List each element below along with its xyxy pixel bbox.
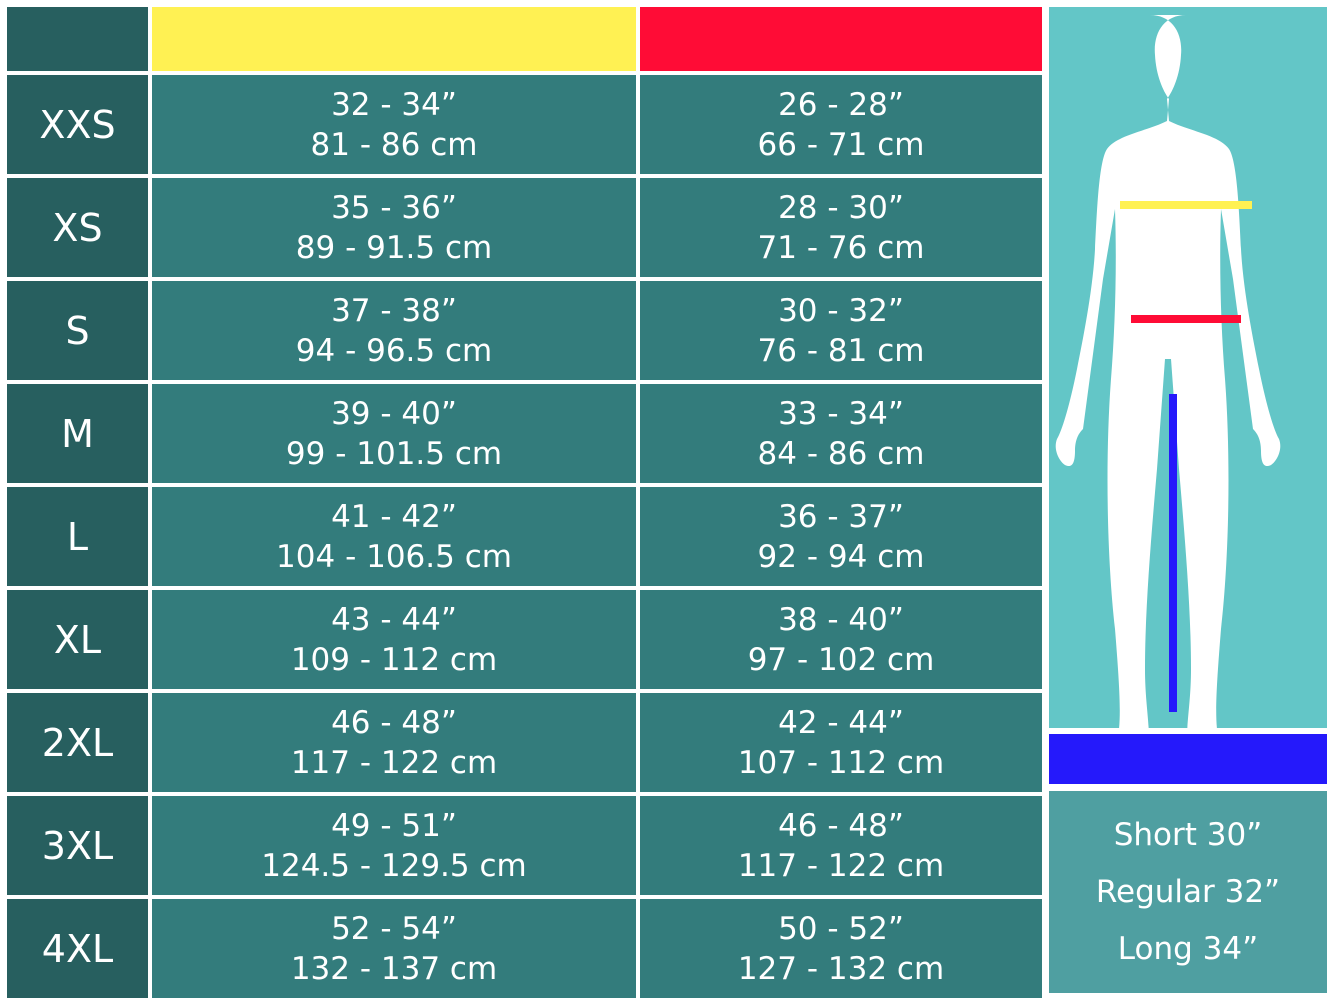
leg-length-list: Short 30” Regular 32” Long 34” <box>1049 791 1327 993</box>
size-label: XS <box>52 205 103 250</box>
waist-inches: 38 - 40” <box>778 601 904 638</box>
size-label: XXS <box>39 102 116 147</box>
waist-cm: 97 - 102 cm <box>747 641 935 678</box>
size-label-cell: XS <box>7 178 148 277</box>
chest-inches: 46 - 48” <box>331 704 457 741</box>
size-label-cell: L <box>7 487 148 586</box>
header-corner <box>7 7 148 71</box>
chest-inches: 52 - 54” <box>331 910 457 947</box>
waist-cm: 92 - 94 cm <box>757 538 925 575</box>
chest-cell: 41 - 42” 104 - 106.5 cm <box>152 487 636 586</box>
waist-cm: 117 - 122 cm <box>737 847 945 884</box>
chest-cm: 104 - 106.5 cm <box>276 538 512 575</box>
size-label: 3XL <box>41 823 114 868</box>
waist-inches: 36 - 37” <box>778 498 904 535</box>
size-label-cell: 3XL <box>7 796 148 895</box>
chest-inches: 32 - 34” <box>331 86 457 123</box>
waist-line <box>1131 315 1241 323</box>
chest-cm: 99 - 101.5 cm <box>285 435 503 472</box>
size-label: 2XL <box>41 720 114 765</box>
waist-cell: 33 - 34” 84 - 86 cm <box>640 384 1042 483</box>
chest-cell: 35 - 36” 89 - 91.5 cm <box>152 178 636 277</box>
inseam-color-header <box>1049 734 1327 784</box>
size-table: XXS 32 - 34” 81 - 86 cm 26 - 28” 66 - 71 cm X… <box>7 7 1042 998</box>
waist-cm: 107 - 112 cm <box>737 744 945 781</box>
chest-cell: 43 - 44” 109 - 112 cm <box>152 590 636 689</box>
chest-cm: 89 - 91.5 cm <box>295 229 493 266</box>
waist-inches: 28 - 30” <box>778 189 904 226</box>
chest-inches: 41 - 42” <box>331 498 457 535</box>
inseam-line <box>1169 394 1177 712</box>
size-label: 4XL <box>41 926 114 971</box>
leg-length-regular: Regular 32” <box>1095 873 1281 910</box>
waist-cm: 66 - 71 cm <box>757 126 925 163</box>
chest-cell: 52 - 54” 132 - 137 cm <box>152 899 636 998</box>
chest-cm: 117 - 122 cm <box>290 744 498 781</box>
waist-cm: 84 - 86 cm <box>757 435 925 472</box>
body-figure-panel <box>1049 7 1327 752</box>
waist-cm: 76 - 81 cm <box>757 332 925 369</box>
size-label-cell: M <box>7 384 148 483</box>
waist-cm: 71 - 76 cm <box>757 229 925 266</box>
waist-cell: 42 - 44” 107 - 112 cm <box>640 693 1042 792</box>
waist-color-header <box>640 7 1042 71</box>
size-label: M <box>61 411 94 456</box>
human-figure-icon <box>1055 15 1281 752</box>
chest-cm: 124.5 - 129.5 cm <box>261 847 527 884</box>
size-label: XL <box>53 617 102 662</box>
chest-inches: 43 - 44” <box>331 601 457 638</box>
size-label-cell: XXS <box>7 75 148 174</box>
chest-cell: 46 - 48” 117 - 122 cm <box>152 693 636 792</box>
chest-line <box>1120 201 1252 209</box>
waist-cell: 26 - 28” 66 - 71 cm <box>640 75 1042 174</box>
chest-cell: 49 - 51” 124.5 - 129.5 cm <box>152 796 636 895</box>
chest-inches: 37 - 38” <box>331 292 457 329</box>
chest-cm: 94 - 96.5 cm <box>295 332 493 369</box>
waist-inches: 30 - 32” <box>778 292 904 329</box>
waist-cell: 28 - 30” 71 - 76 cm <box>640 178 1042 277</box>
waist-cm: 127 - 132 cm <box>737 950 945 987</box>
size-label: L <box>66 514 89 559</box>
size-label-cell: S <box>7 281 148 380</box>
waist-cell: 30 - 32” 76 - 81 cm <box>640 281 1042 380</box>
size-label-cell: 2XL <box>7 693 148 792</box>
chest-inches: 49 - 51” <box>331 807 457 844</box>
leg-length-long: Long 34” <box>1117 930 1259 967</box>
chest-color-header <box>152 7 636 71</box>
waist-inches: 46 - 48” <box>778 807 904 844</box>
waist-inches: 50 - 52” <box>778 910 904 947</box>
waist-cell: 46 - 48” 117 - 122 cm <box>640 796 1042 895</box>
chest-cm: 81 - 86 cm <box>310 126 478 163</box>
chest-inches: 35 - 36” <box>331 189 457 226</box>
size-label: S <box>65 308 90 353</box>
chest-cm: 132 - 137 cm <box>290 950 498 987</box>
waist-cell: 38 - 40” 97 - 102 cm <box>640 590 1042 689</box>
chest-cell: 32 - 34” 81 - 86 cm <box>152 75 636 174</box>
chest-cell: 37 - 38” 94 - 96.5 cm <box>152 281 636 380</box>
leg-length-short: Short 30” <box>1113 816 1263 853</box>
chest-inches: 39 - 40” <box>331 395 457 432</box>
waist-cell: 36 - 37” 92 - 94 cm <box>640 487 1042 586</box>
chest-cm: 109 - 112 cm <box>290 641 498 678</box>
waist-inches: 26 - 28” <box>778 86 904 123</box>
waist-inches: 42 - 44” <box>778 704 904 741</box>
size-label-cell: XL <box>7 590 148 689</box>
chest-cell: 39 - 40” 99 - 101.5 cm <box>152 384 636 483</box>
size-label-cell: 4XL <box>7 899 148 998</box>
waist-cell: 50 - 52” 127 - 132 cm <box>640 899 1042 998</box>
waist-inches: 33 - 34” <box>778 395 904 432</box>
